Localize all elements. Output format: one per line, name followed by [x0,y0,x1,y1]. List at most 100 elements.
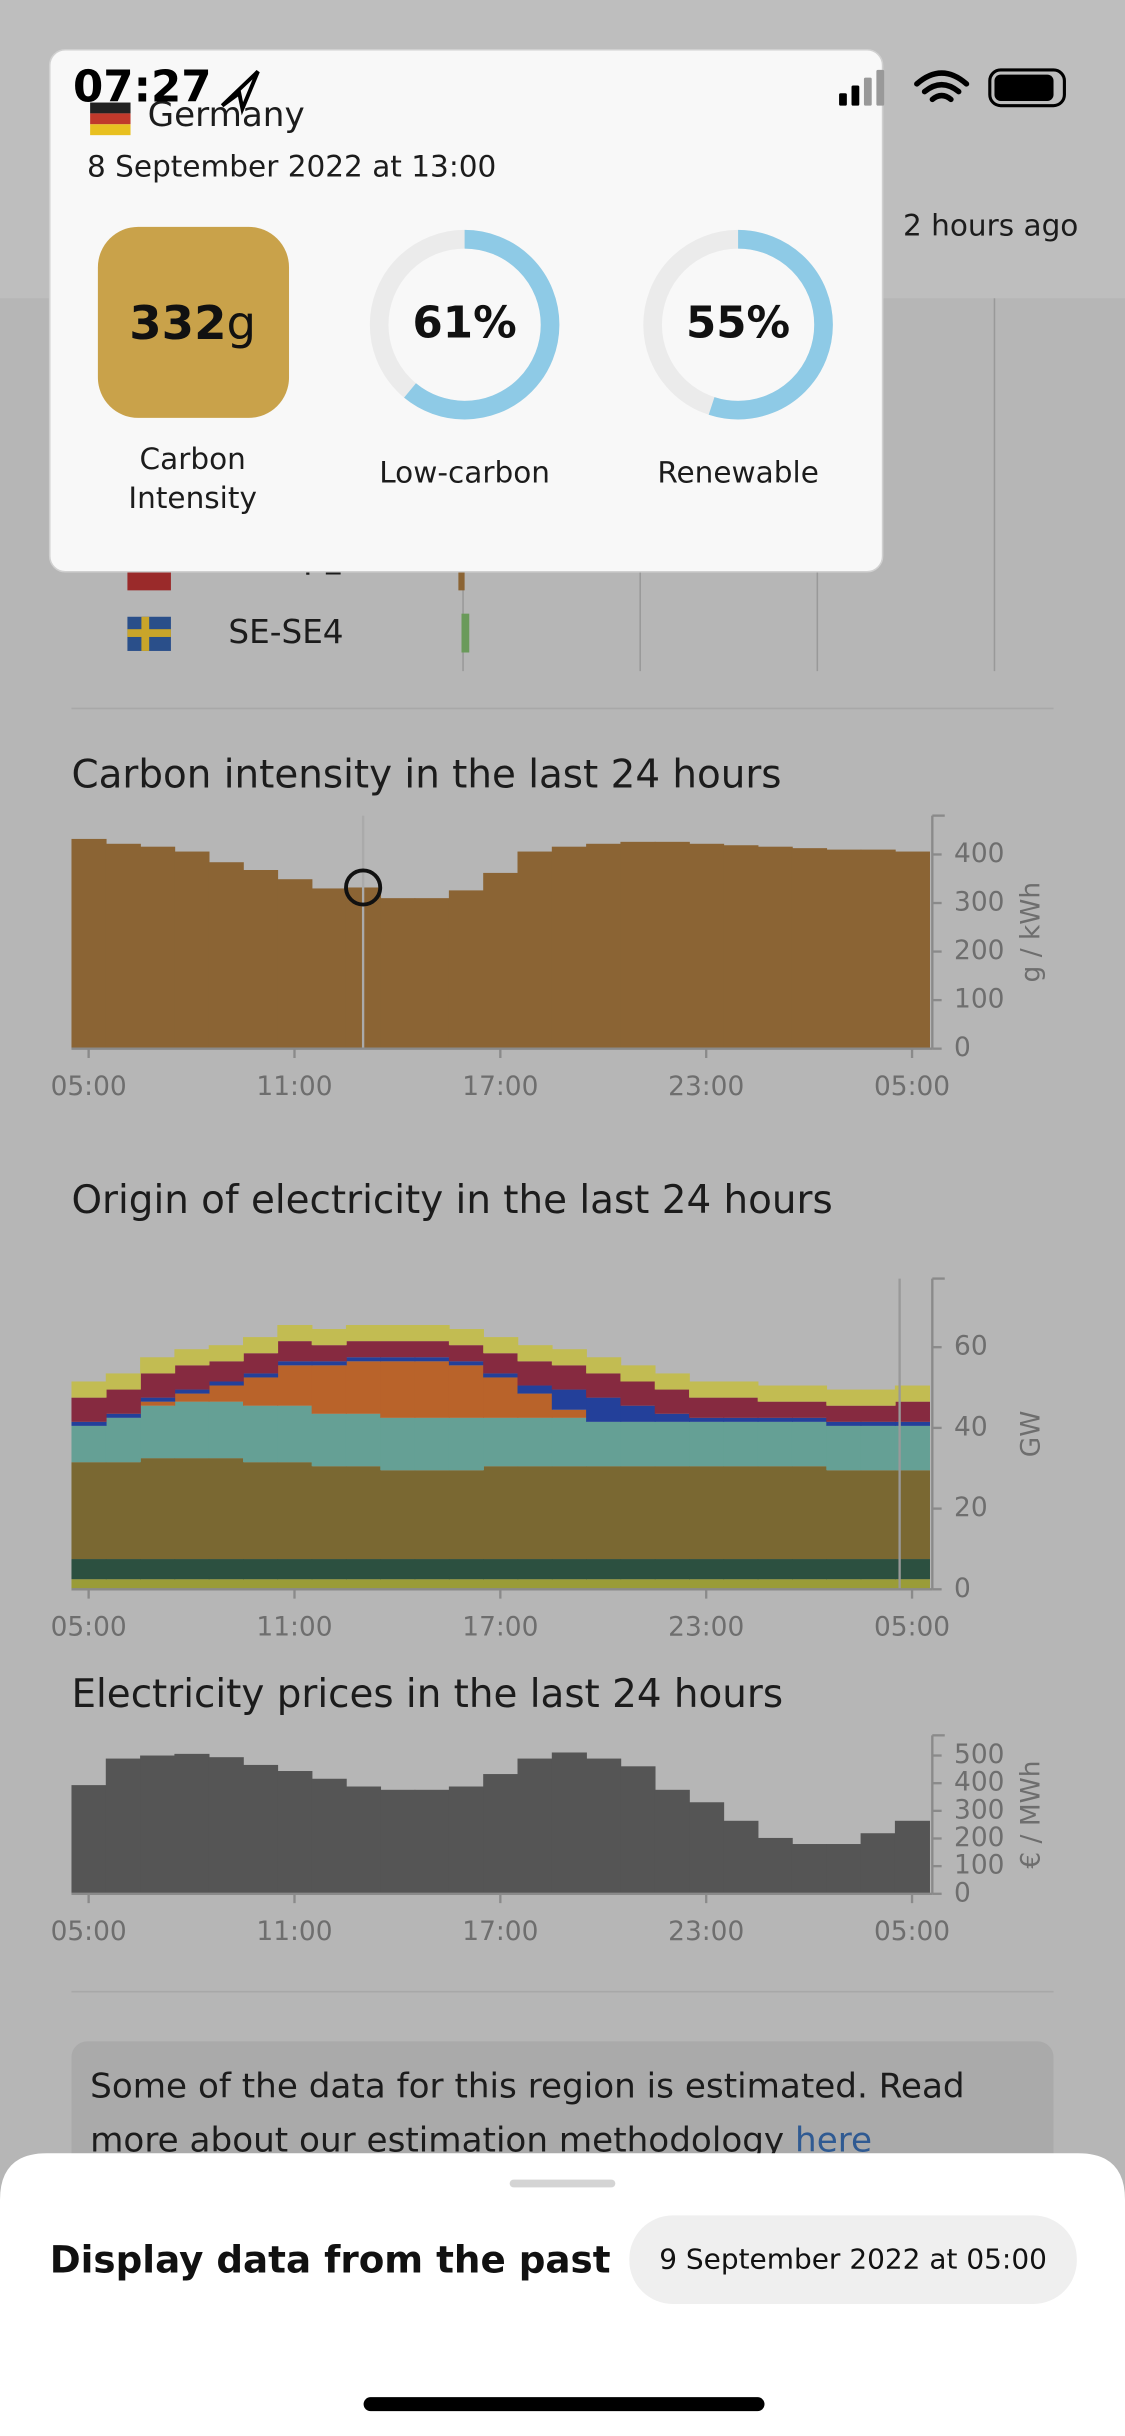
segment [140,1559,176,1580]
sheet-title: Display data from the past [50,2238,611,2282]
segment [860,1470,896,1560]
bar [71,838,107,1049]
segment [208,1458,244,1560]
segment [860,1425,896,1471]
segment [414,1341,450,1358]
x-tick-label: 05:00 [51,1612,127,1643]
bar [483,872,519,1049]
segment [174,1579,210,1590]
x-tick-label: 23:00 [668,1916,744,1947]
segment [654,1413,690,1422]
segment [826,1389,862,1406]
segment [689,1559,725,1580]
segment [791,1559,828,1580]
segment [140,1579,176,1590]
segment [208,1385,244,1402]
segment [414,1470,450,1560]
date-button[interactable] [629,2215,1077,2304]
segment [620,1381,656,1406]
flag-cross [141,616,150,651]
carbon-label: Carbon Intensity [128,442,257,516]
x-tick-label: 05:00 [51,1916,127,1947]
segment [551,1417,587,1467]
segment [791,1417,828,1422]
notice-text: Some of the data for this region is esti… [90,2060,1038,2169]
segment [483,1353,519,1374]
bar [208,1757,244,1894]
x-tick-label: 05:00 [874,1071,950,1102]
segment [71,1425,107,1463]
segment [345,1559,382,1580]
y-tick-label: 100 [954,1850,1004,1881]
segment [826,1405,862,1422]
tooltip-box [48,48,884,573]
x-tick-label: 23:00 [668,1071,744,1102]
segment [757,1421,793,1467]
segment [311,1361,347,1366]
segment [414,1357,450,1362]
segment [517,1393,553,1418]
bar [243,1764,279,1894]
y-tick-label: 100 [954,984,1004,1015]
flag [90,102,131,114]
battery [988,68,1066,108]
bar [757,846,793,1049]
segment [654,1373,690,1390]
segment [277,1405,313,1463]
ring-value: 61% [413,299,517,349]
segment [140,1401,176,1406]
segment [380,1341,416,1358]
chart-title: Origin of electricity in the last 24 hou… [71,1178,832,1223]
signal [863,77,872,106]
bar [517,1758,553,1894]
tooltip: Germany 8 September 2022 at 13:00 332g C… [48,48,884,573]
segment [345,1413,382,1467]
segment [791,1385,828,1402]
bar [757,1837,793,1894]
zone-bar [458,565,465,591]
segment [654,1421,690,1467]
segment [586,1397,622,1422]
bar [894,851,930,1049]
segment [894,1401,930,1422]
segment [345,1341,382,1358]
segment [380,1324,416,1342]
segment [208,1579,244,1590]
segment [380,1559,416,1580]
segment [689,1381,725,1398]
segment [208,1559,244,1580]
segment [826,1579,862,1590]
bar [551,846,587,1049]
segment [71,1579,107,1590]
bar [689,1802,725,1894]
segment [586,1579,622,1590]
bar [414,1789,450,1894]
segment [140,1458,176,1560]
segment [689,1466,725,1560]
y-tick-label: 60 [954,1331,988,1362]
home-indicator [363,2397,765,2412]
segment [791,1421,828,1467]
segment [208,1361,244,1382]
segment [105,1462,141,1560]
segment [894,1559,930,1580]
segment [243,1559,279,1580]
handle[interactable] [509,2179,616,2188]
segment [517,1466,553,1560]
segment [448,1345,484,1362]
bar [140,1755,176,1894]
bar [826,849,862,1049]
segment [380,1579,416,1590]
segment [483,1579,519,1590]
segment [723,1397,759,1418]
segment [723,1579,759,1590]
segment [620,1559,656,1580]
segment [277,1361,313,1366]
segment [551,1466,587,1560]
segment [311,1579,347,1590]
segment [71,1462,107,1560]
segment [140,1397,176,1402]
segment [380,1357,416,1362]
time: 07:27 [73,63,211,113]
